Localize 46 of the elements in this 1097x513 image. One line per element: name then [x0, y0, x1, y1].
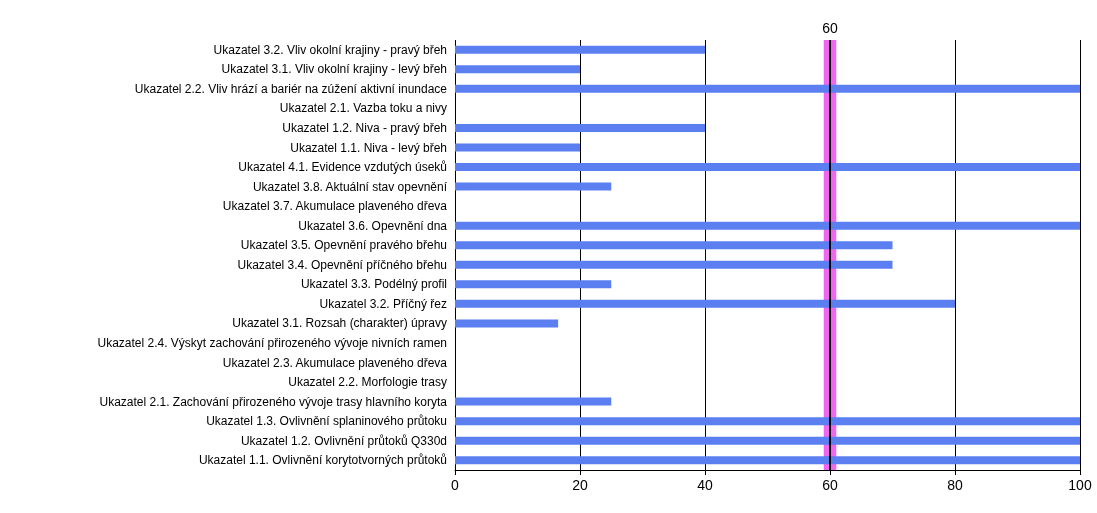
- bar: [455, 417, 1080, 426]
- bar: [455, 143, 580, 152]
- bar: [455, 84, 1080, 93]
- y-tick-label: Ukazatel 2.1. Vazba toku a nivy: [279, 101, 447, 116]
- y-tick-label: Ukazatel 2.1. Zachování přirozeného vývoje trasy hlavního koryta: [99, 394, 448, 409]
- y-tick-label: Ukazatel 3.8. Aktuální stav opevnění: [252, 179, 448, 194]
- bar: [455, 163, 1080, 172]
- y-tick-label: Ukazatel 4.1. Evidence vzdutých úseků: [238, 160, 447, 175]
- y-tick-label: Ukazatel 3.7. Akumulace plaveného dřeva: [222, 199, 448, 214]
- bar: [455, 299, 955, 308]
- bar: [455, 319, 559, 328]
- x-tick-label: 80: [947, 477, 963, 493]
- y-tick-label: Ukazatel 1.1. Niva - levý břeh: [290, 140, 447, 155]
- y-tick-label: Ukazatel 2.2. Vliv hrází a bariér na zúžení aktivní inundace: [134, 81, 448, 96]
- x-tick-label: 0: [451, 477, 460, 493]
- y-tick-label: Ukazatel 3.6. Opevnění dna: [298, 218, 448, 233]
- bar: [455, 436, 1080, 445]
- y-tick-label: Ukazatel 3.5. Opevnění pravého břehu: [240, 238, 447, 253]
- ref-line-label: 60: [822, 20, 838, 36]
- bar: [455, 65, 580, 74]
- y-tick-label: Ukazatel 1.3. Ovlivnění splaninového průtoku: [206, 414, 447, 429]
- x-tick-label: 100: [1068, 477, 1092, 493]
- y-tick-label: Ukazatel 1.1. Ovlivnění korytotvorných průtoků: [198, 453, 447, 468]
- y-tick-label: Ukazatel 3.1. Vliv okolní krajiny - levý břeh: [221, 62, 447, 77]
- y-tick-label: Ukazatel 2.3. Akumulace plaveného dřeva: [222, 355, 448, 370]
- y-tick-label: Ukazatel 2.4. Výskyt zachování přirozeného vývoje nivních ramen: [97, 335, 447, 350]
- bar: [455, 280, 612, 289]
- bar: [455, 182, 612, 191]
- bar: [455, 260, 893, 269]
- x-tick-label: 60: [822, 477, 838, 493]
- bar: [455, 397, 612, 406]
- y-tick-label: Ukazatel 3.2. Příčný řez: [319, 296, 447, 311]
- y-tick-label: Ukazatel 1.2. Ovlivnění průtoků Q330d: [240, 433, 447, 448]
- bar: [455, 456, 1080, 465]
- bar: [455, 241, 893, 250]
- y-tick-label: Ukazatel 3.3. Podélný profil: [300, 277, 447, 292]
- x-tick-label: 40: [697, 477, 713, 493]
- bar: [455, 221, 1080, 230]
- y-tick-label: Ukazatel 3.2. Vliv okolní krajiny - pravý břeh: [213, 42, 447, 57]
- y-tick-label: Ukazatel 3.4. Opevnění příčného břehu: [237, 257, 447, 272]
- y-tick-label: Ukazatel 3.1. Rozsah (charakter) úpravy: [232, 316, 447, 331]
- x-tick-label: 20: [572, 477, 588, 493]
- y-tick-label: Ukazatel 2.2. Morfologie trasy: [288, 375, 447, 390]
- bar: [455, 123, 705, 132]
- bar: [455, 45, 705, 54]
- y-tick-label: Ukazatel 1.2. Niva - pravý břeh: [282, 120, 447, 135]
